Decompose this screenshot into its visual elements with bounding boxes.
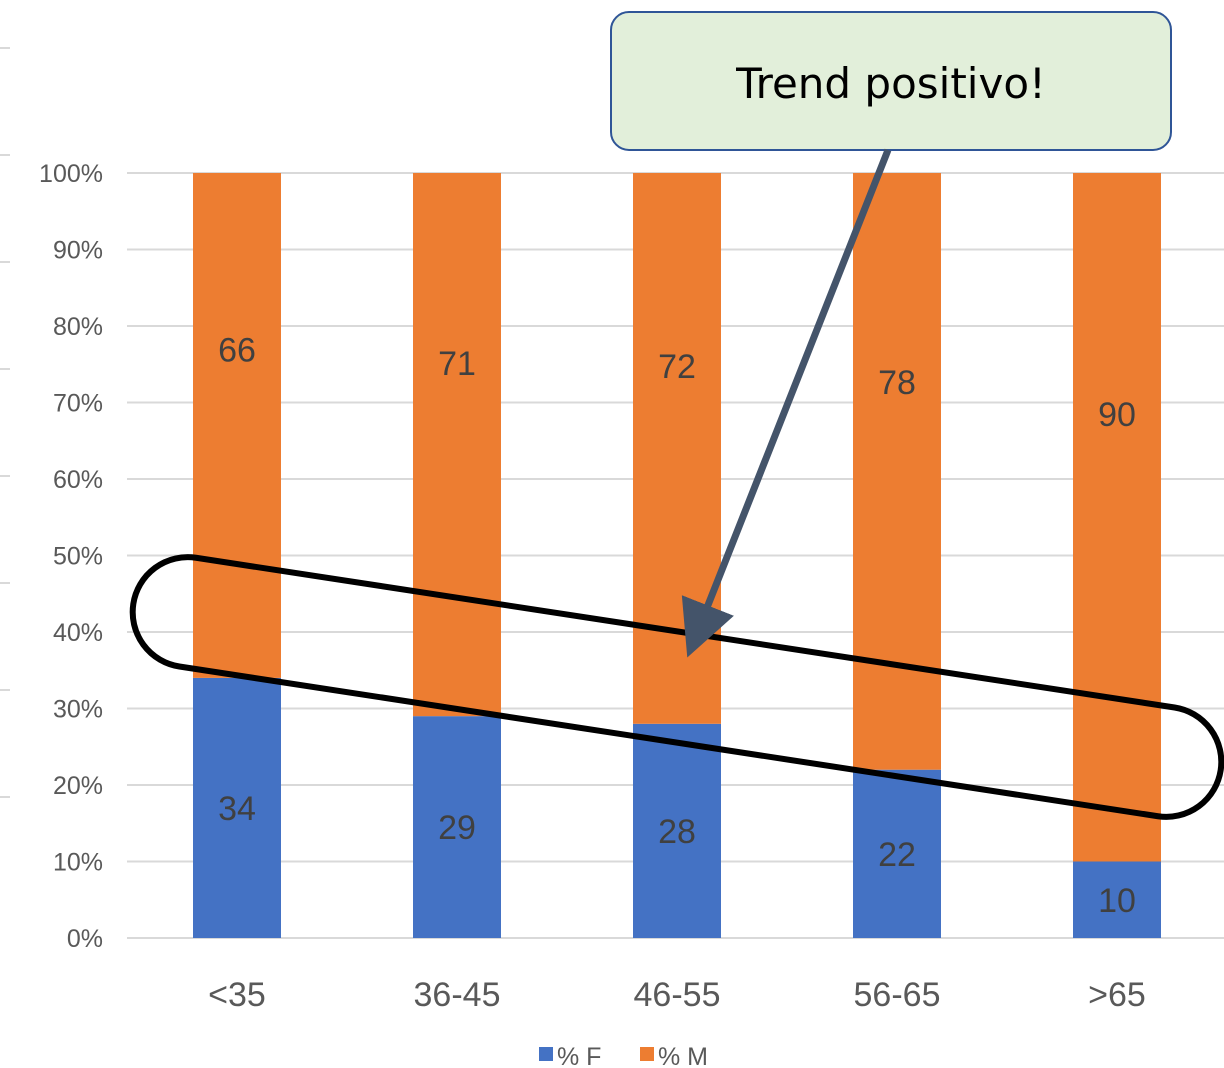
bars: 34 66 29 71 28 72 22 78 10 90 — [193, 173, 1161, 938]
data-label: 22 — [878, 836, 916, 874]
bar-segment-f — [1073, 861, 1161, 938]
bar-segment-m — [633, 173, 721, 724]
data-label: 90 — [1098, 396, 1136, 434]
y-tick-label: 60% — [53, 466, 103, 494]
y-tick-label: 10% — [53, 849, 103, 877]
data-label: 71 — [438, 345, 476, 383]
y-axis-ticks: 0% 10% 20% 30% 40% 50% 60% 70% 80% 90% 100% — [39, 160, 103, 953]
bar-segment-f — [633, 723, 721, 938]
x-category-label: >65 — [1088, 976, 1146, 1014]
y-tick-label: 20% — [53, 772, 103, 800]
bar-segment-f — [193, 677, 281, 938]
x-category-label: 36-45 — [414, 976, 501, 1014]
data-label: 78 — [878, 364, 916, 402]
legend: % F % M — [539, 1043, 708, 1068]
x-axis-categories: <35 36-45 46-55 56-65 >65 — [208, 976, 1146, 1014]
callout-text: Trend positivo! — [735, 59, 1046, 108]
bar-segment-f — [853, 769, 941, 938]
bar-segment-m — [1073, 173, 1161, 862]
y-tick-label: 50% — [53, 543, 103, 571]
data-label: 66 — [218, 332, 256, 370]
callout-arrow — [681, 148, 892, 658]
legend-label: % M — [658, 1043, 708, 1068]
data-label: 34 — [218, 790, 256, 828]
bar-segment-m — [413, 173, 501, 717]
y-tick-label: 80% — [53, 313, 103, 341]
legend-swatch — [640, 1047, 654, 1061]
x-category-label: 56-65 — [854, 976, 941, 1014]
bar-segment-m — [853, 173, 941, 770]
x-category-label: 46-55 — [634, 976, 721, 1014]
y-tick-label: 40% — [53, 619, 103, 647]
bar-segment-f — [413, 716, 501, 938]
callout: Trend positivo! — [610, 11, 1172, 151]
legend-label: % F — [557, 1043, 601, 1068]
data-label: 10 — [1098, 882, 1136, 920]
data-label: 72 — [658, 348, 696, 386]
y-tick-label: 70% — [53, 390, 103, 418]
y-tick-label: 0% — [67, 925, 103, 953]
y-tick-label: 30% — [53, 696, 103, 724]
data-label: 28 — [658, 813, 696, 851]
y-tick-label: 90% — [53, 237, 103, 265]
legend-swatch — [539, 1047, 553, 1061]
y-tick-label: 100% — [39, 160, 103, 188]
bar-segment-m — [193, 173, 281, 678]
left-edge-ticks — [0, 47, 10, 798]
x-category-label: <35 — [208, 976, 266, 1014]
data-label: 29 — [438, 809, 476, 847]
callout-box — [610, 11, 1172, 151]
